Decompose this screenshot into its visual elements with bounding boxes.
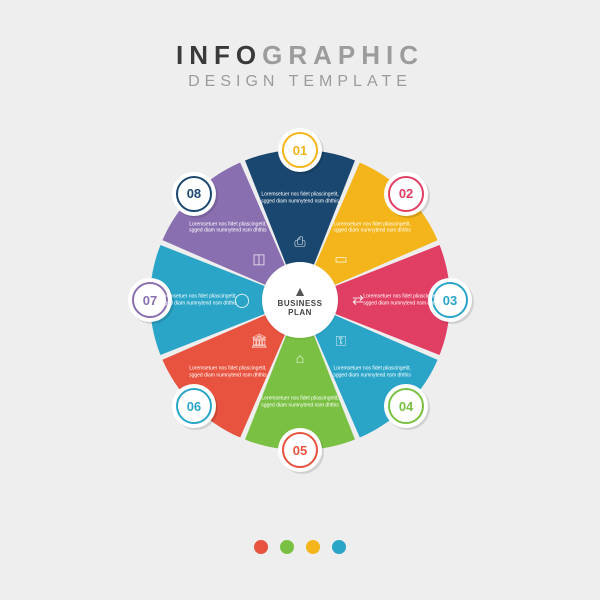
page-subtitle: DESIGN TEMPLATE: [0, 73, 600, 91]
badge-07: 07: [128, 278, 172, 322]
palette-dot-1: [254, 540, 268, 554]
title-light: GRAPHIC: [262, 40, 424, 70]
badge-02: 02: [384, 172, 428, 216]
center-disc: ▲ BUSINESS PLAN: [262, 262, 338, 338]
badge-number: 08: [187, 186, 201, 201]
header: INFOGRAPHIC DESIGN TEMPLATE: [0, 0, 600, 91]
title-strong: INFO: [176, 40, 262, 70]
badge-number: 07: [143, 293, 157, 308]
palette-dot-3: [306, 540, 320, 554]
badge-03: 03: [428, 278, 472, 322]
badge-number: 03: [443, 293, 457, 308]
badge-04: 04: [384, 384, 428, 428]
badge-06: 06: [172, 384, 216, 428]
center-label-1: BUSINESS: [278, 299, 323, 308]
palette-dots: [254, 540, 346, 554]
badge-number: 06: [187, 399, 201, 414]
badge-01: 01: [278, 128, 322, 172]
palette-dot-2: [280, 540, 294, 554]
badge-number: 01: [293, 143, 307, 158]
badge-number: 02: [399, 186, 413, 201]
palette-dot-4: [332, 540, 346, 554]
center-label-2: PLAN: [288, 308, 312, 317]
badge-05: 05: [278, 428, 322, 472]
badge-08: 08: [172, 172, 216, 216]
center-icon: ▲: [293, 283, 307, 299]
page-title: INFOGRAPHIC: [0, 40, 600, 71]
badge-number: 04: [399, 399, 413, 414]
badge-number: 05: [293, 443, 307, 458]
